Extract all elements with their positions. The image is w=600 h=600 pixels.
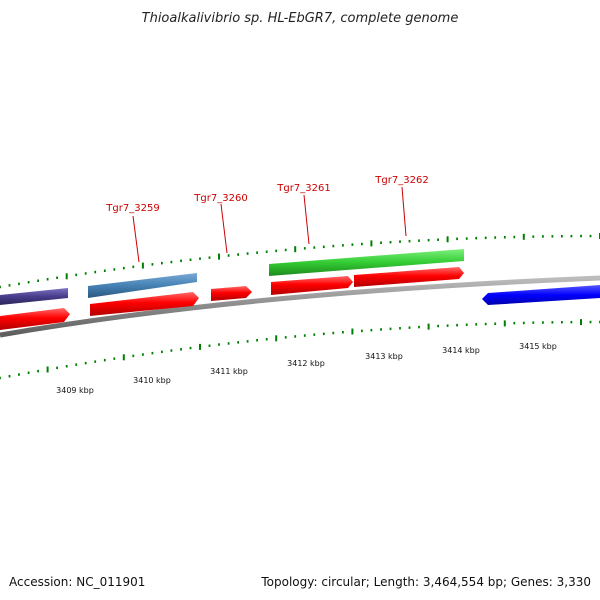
cds-feature[interactable] xyxy=(90,292,199,316)
gene-label[interactable]: Tgr7_3260 xyxy=(193,193,247,204)
label-leader-line xyxy=(220,203,228,254)
cds-feature[interactable] xyxy=(271,276,353,295)
gene-feature[interactable] xyxy=(482,285,600,305)
map-title: Thioalkalivibrio sp. HL-EbGR7, complete … xyxy=(142,11,459,26)
cds-feature[interactable] xyxy=(0,308,70,330)
label-leader-line xyxy=(401,186,407,237)
feature-track xyxy=(0,249,600,330)
gene-label[interactable]: Tgr7_3259 xyxy=(105,203,159,214)
outer-tick-ring xyxy=(0,233,600,289)
cds-feature[interactable] xyxy=(211,286,252,301)
kbp-label: 3411 kbp xyxy=(210,367,248,376)
genome-backbone xyxy=(0,275,600,338)
genome-summary-text: Topology: circular; Length: 3,464,554 bp… xyxy=(260,575,591,589)
kbp-label: 3415 kbp xyxy=(519,342,557,351)
cds-feature[interactable] xyxy=(354,267,464,287)
gene-label-group: Tgr7_3259 Tgr7_3260 Tgr7_3261 Tgr7_3262 xyxy=(105,175,429,263)
gene-feature[interactable] xyxy=(0,288,68,305)
kbp-label: 3410 kbp xyxy=(133,376,171,385)
kbp-label: 3413 kbp xyxy=(365,352,403,361)
gene-label[interactable]: Tgr7_3262 xyxy=(374,175,428,186)
label-leader-line xyxy=(303,194,310,245)
accession-text: Accession: NC_011901 xyxy=(9,575,145,589)
gene-feature[interactable] xyxy=(269,249,464,276)
gene-label[interactable]: Tgr7_3261 xyxy=(276,183,330,194)
kbp-scale-labels: 3409 kbp 3410 kbp 3411 kbp 3412 kbp 3413… xyxy=(56,342,557,395)
gene-feature[interactable] xyxy=(88,273,197,298)
kbp-label: 3409 kbp xyxy=(56,386,94,395)
label-leader-line xyxy=(132,215,140,263)
inner-tick-ring xyxy=(0,319,600,380)
kbp-label: 3412 kbp xyxy=(287,359,325,368)
kbp-label: 3414 kbp xyxy=(442,346,480,355)
